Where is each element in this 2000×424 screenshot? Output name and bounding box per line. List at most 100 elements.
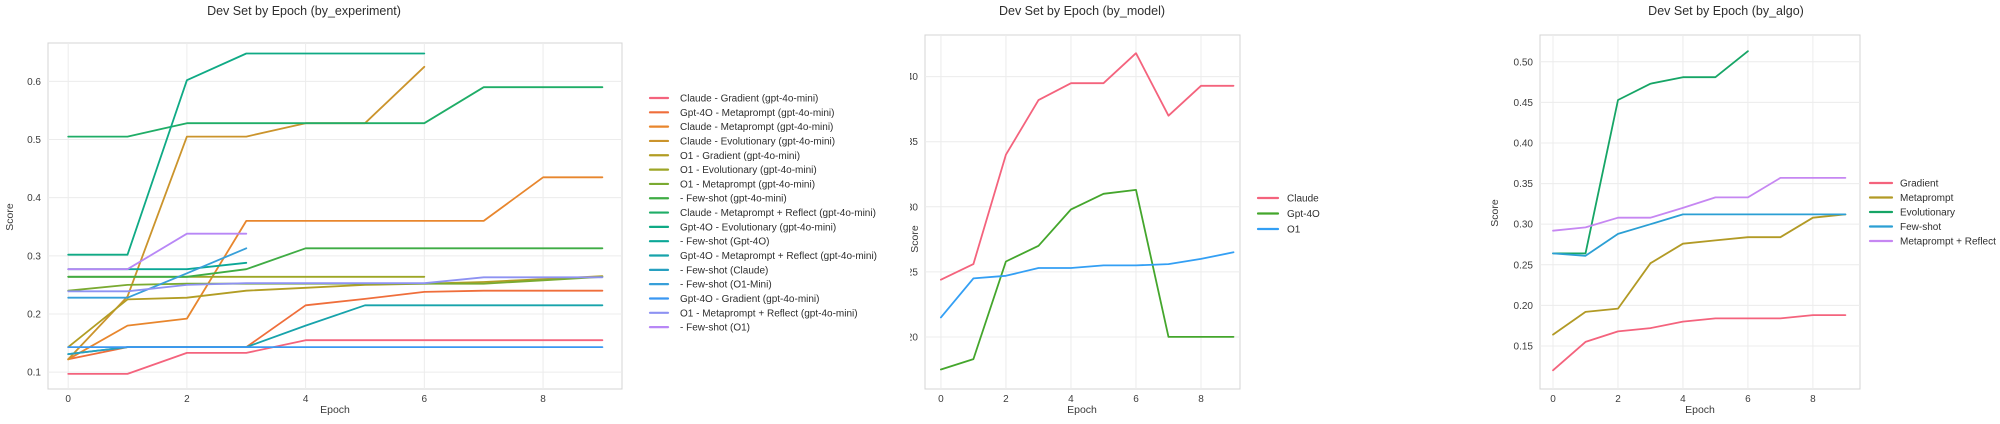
legend-item: Claude - Gradient (gpt-4o-mini)	[648, 94, 818, 105]
series-line	[67, 339, 604, 375]
legend-label: Claude - Evolutionary (gpt-4o-mini)	[680, 136, 835, 147]
legend-item: Gpt-4O	[1256, 209, 1320, 220]
y-axis-label: Score	[910, 225, 921, 253]
legend-label: Claude - Gradient (gpt-4o-mini)	[680, 94, 818, 105]
plot-background	[924, 34, 1241, 390]
y-tick-label: 0.40	[1514, 138, 1534, 149]
y-tick-label: 0.45	[1514, 98, 1534, 109]
legend-label: Few-shot	[1900, 222, 1941, 233]
y-tick-label: 0.15	[1514, 341, 1534, 352]
chart-title: Dev Set by Epoch (by_algo)	[1648, 4, 1804, 18]
legend-label: O1 - Metaprompt (gpt-4o-mini)	[680, 179, 815, 190]
chart-by-algo-canvas: 0.15 0.20 0.25 0.30 0.35 0.40 0.45 0.50 0 2 4 6 8 De…	[1489, 4, 1996, 416]
series-line	[67, 176, 604, 361]
legend-item: O1 - Metaprompt + Reflect (gpt-4o-mini)	[648, 308, 858, 319]
y-tick-label: 0.35	[910, 137, 918, 148]
legend-item: Gpt-4O - Metaprompt (gpt-4o-mini)	[648, 108, 835, 119]
legend-label: - Few-shot (O1-Mini)	[680, 280, 772, 291]
x-tick-label: 6	[1745, 394, 1751, 405]
legend-item: Gpt-4O - Evolutionary (gpt-4o-mini)	[648, 222, 836, 233]
x-tick-label: 2	[1615, 394, 1621, 405]
y-axis-label: Score	[1489, 199, 1501, 227]
series-line	[1552, 176, 1847, 232]
series-line	[67, 275, 604, 349]
y-tick-label: 0.20	[910, 332, 918, 343]
legend-label: Evolutionary	[1900, 208, 1955, 219]
legend-item: Claude - Metaprompt (gpt-4o-mini)	[648, 122, 833, 133]
legend-item: - Few-shot (Claude)	[648, 265, 768, 276]
y-tick-label: 0.20	[1514, 301, 1534, 312]
x-tick-label: 6	[1133, 394, 1139, 405]
legend-label: Claude - Metaprompt (gpt-4o-mini)	[680, 122, 833, 133]
series-line	[67, 232, 248, 271]
legend-label: Gradient	[1900, 179, 1939, 190]
legend-item: Evolutionary	[1868, 208, 1955, 219]
legend-item: Gpt-4O - Gradient (gpt-4o-mini)	[648, 294, 820, 305]
legend-label: Gpt-4O - Gradient (gpt-4o-mini)	[680, 294, 820, 305]
legend-label: Gpt-4O - Evolutionary (gpt-4o-mini)	[680, 222, 836, 233]
series-line	[1552, 213, 1847, 257]
legend-item: Claude - Metaprompt + Reflect (gpt-4o-mi…	[648, 208, 876, 219]
legend-label: Gpt-4O - Metaprompt + Reflect (gpt-4o-mi…	[680, 251, 877, 262]
legend-item: Metaprompt	[1868, 193, 1954, 204]
legend-item: O1 - Evolutionary (gpt-4o-mini)	[648, 165, 817, 176]
legend-label: - Few-shot (gpt-4o-mini)	[680, 194, 787, 205]
y-tick-label: 0.6	[27, 77, 41, 88]
plot-area: 0.15 0.20 0.25 0.30 0.35 0.40 0.45 0.50 0 2 4 6 8	[1514, 34, 1861, 405]
legend-label: O1 - Metaprompt + Reflect (gpt-4o-mini)	[680, 308, 858, 319]
y-tick-label: 0.50	[1514, 57, 1534, 68]
legend-item: Metaprompt + Reflect	[1868, 237, 1996, 248]
y-tick-label: 0.2	[27, 309, 41, 320]
series-line	[939, 188, 1235, 371]
y-tick-label: 0.35	[1514, 179, 1534, 190]
x-axis-label: Epoch	[320, 404, 350, 416]
series-line	[939, 251, 1235, 319]
series-line	[1552, 50, 1749, 255]
legend-item: - Few-shot (O1)	[648, 323, 750, 334]
y-axis-label: Score	[4, 203, 16, 231]
x-tick-label: 4	[1068, 394, 1074, 405]
legend-item: Few-shot	[1868, 222, 1941, 233]
series-line	[1552, 213, 1847, 336]
series-line	[67, 247, 604, 278]
y-tick-label: 0.30	[910, 202, 918, 213]
series-line	[67, 247, 248, 299]
legend-item: Claude	[1256, 194, 1319, 205]
legend-label: Gpt-4O - Metaprompt (gpt-4o-mini)	[680, 108, 835, 119]
chart-by-algo: 0.15 0.20 0.25 0.30 0.35 0.40 0.45 0.50 0 2 4 6 8 De…	[1450, 0, 2000, 424]
legend: Gradient Metaprompt Evolutionary Few-shot Me…	[1868, 179, 1996, 248]
y-tick-label: 0.25	[1514, 260, 1534, 271]
legend-label: - Few-shot (O1)	[680, 323, 750, 334]
series-line	[939, 52, 1235, 281]
chart-by-experiment-canvas: 0.1 0.2 0.3 0.4 0.5 0.6 0 2 4 6 8 Dev Set by Epoch…	[4, 4, 877, 416]
y-tick-label: 0.3	[27, 251, 41, 262]
legend-item: O1 - Metaprompt (gpt-4o-mini)	[648, 179, 815, 190]
legend-item: - Few-shot (gpt-4o-mini)	[648, 194, 787, 205]
chart-title: Dev Set by Epoch (by_model)	[999, 4, 1165, 18]
x-axis-label: Epoch	[1067, 404, 1097, 416]
legend-label: Claude - Metaprompt + Reflect (gpt-4o-mi…	[680, 208, 876, 219]
chart-title: Dev Set by Epoch (by_experiment)	[207, 4, 401, 18]
y-tick-label: 0.5	[27, 135, 41, 146]
legend: Claude Gpt-4O O1	[1256, 194, 1320, 236]
y-tick-label: 0.30	[1514, 220, 1534, 231]
x-tick-label: 8	[540, 394, 546, 405]
legend-item: Gradient	[1868, 179, 1939, 190]
chart-by-model-canvas: 0.20 0.25 0.30 0.35 0.40 0 2 4 6 8 Dev Set by Epo…	[910, 4, 1320, 416]
plot-area: 0.20 0.25 0.30 0.35 0.40 0 2 4 6 8	[910, 34, 1241, 405]
chart-by-model: 0.20 0.25 0.30 0.35 0.40 0 2 4 6 8 Dev Set by Epo…	[910, 0, 1450, 424]
y-tick-label: 0.25	[910, 267, 918, 278]
x-axis-label: Epoch	[1685, 404, 1715, 416]
legend-label: Gpt-4O	[1287, 209, 1320, 220]
y-tick-label: 0.40	[910, 72, 918, 83]
x-tick-label: 8	[1198, 394, 1204, 405]
x-tick-label: 0	[1550, 394, 1556, 405]
legend-label: O1 - Gradient (gpt-4o-mini)	[680, 151, 800, 162]
legend-label: - Few-shot (Claude)	[680, 265, 768, 276]
chart-by-experiment: 0.1 0.2 0.3 0.4 0.5 0.6 0 2 4 6 8 Dev Set by Epoch…	[0, 0, 910, 424]
series-line	[67, 52, 426, 256]
plot-area: 0.1 0.2 0.3 0.4 0.5 0.6 0 2 4 6 8	[27, 42, 623, 405]
series-line	[67, 86, 604, 138]
legend-label: Metaprompt + Reflect	[1900, 237, 1996, 248]
